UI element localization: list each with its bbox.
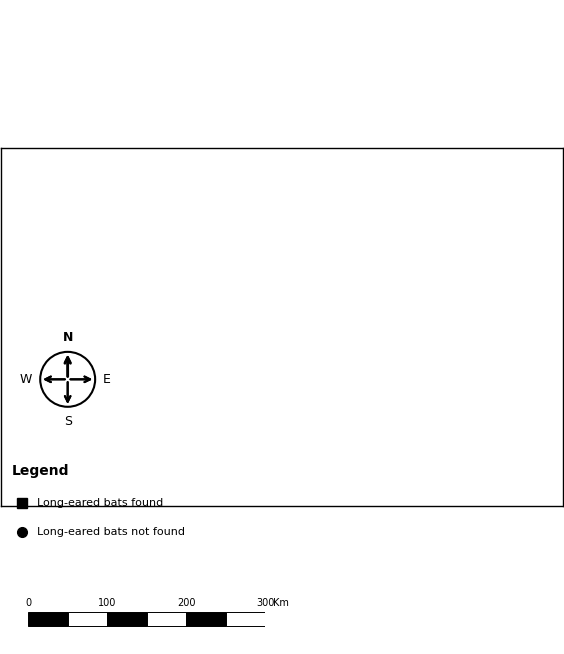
Bar [28, 612, 68, 625]
Bar [186, 612, 226, 625]
Text: 200: 200 [177, 598, 195, 608]
Text: E: E [103, 373, 111, 386]
Text: Long-eared bats not found: Long-eared bats not found [37, 527, 185, 538]
Text: W: W [20, 373, 32, 386]
Text: N: N [63, 331, 73, 344]
Bar [147, 612, 186, 625]
Bar [226, 612, 265, 625]
Text: S: S [64, 415, 72, 428]
Text: 100: 100 [98, 598, 116, 608]
Text: Legend: Legend [11, 464, 69, 478]
Text: 300: 300 [256, 598, 274, 608]
Text: 0: 0 [25, 598, 31, 608]
Text: Km: Km [273, 598, 289, 608]
Bar [68, 612, 107, 625]
Text: Long-eared bats found: Long-eared bats found [37, 498, 163, 508]
Bar [107, 612, 147, 625]
